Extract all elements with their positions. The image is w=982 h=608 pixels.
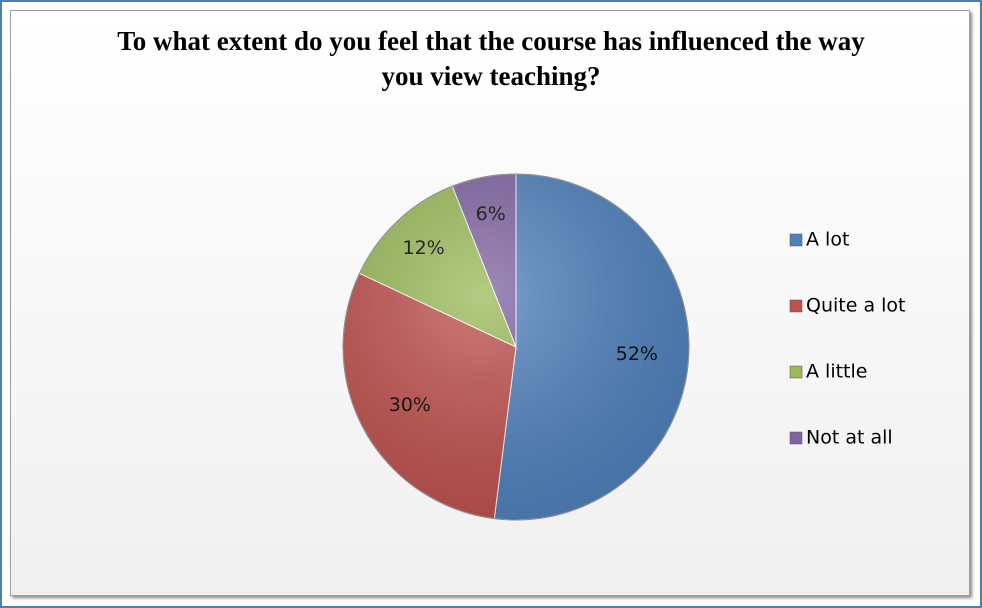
chart-title: To what extent do you feel that the cour…	[117, 26, 865, 91]
data-label: 52%	[616, 343, 658, 365]
legend-swatch	[789, 233, 803, 247]
pie-slice	[493, 173, 690, 521]
legend-label: Not at all	[806, 427, 893, 449]
data-label: 6%	[476, 203, 506, 225]
data-label: 30%	[389, 394, 431, 416]
pie-outline	[342, 173, 690, 521]
data-label: 12%	[403, 237, 445, 259]
legend-label: A lot	[806, 229, 849, 251]
legend-label: A little	[806, 361, 867, 383]
legend-label: Quite a lot	[806, 295, 906, 317]
legend-swatch	[789, 299, 803, 313]
legend-swatch	[789, 365, 803, 379]
legend-swatch	[789, 431, 803, 445]
